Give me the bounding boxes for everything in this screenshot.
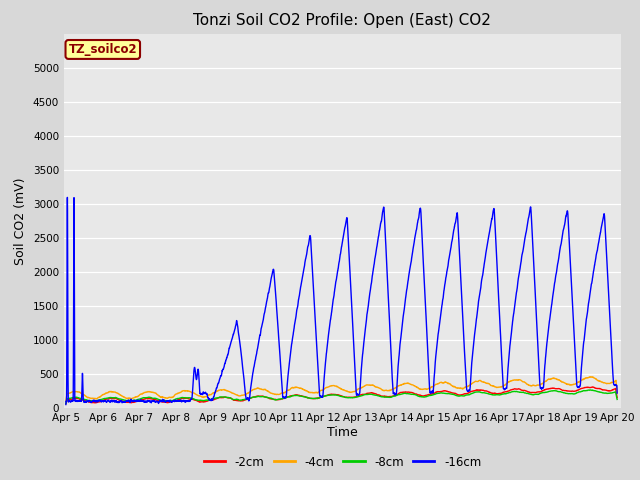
Y-axis label: Soil CO2 (mV): Soil CO2 (mV) [14, 177, 28, 264]
X-axis label: Time: Time [327, 426, 358, 439]
Text: TZ_soilco2: TZ_soilco2 [68, 43, 137, 56]
Legend: -2cm, -4cm, -8cm, -16cm: -2cm, -4cm, -8cm, -16cm [199, 451, 486, 473]
Title: Tonzi Soil CO2 Profile: Open (East) CO2: Tonzi Soil CO2 Profile: Open (East) CO2 [193, 13, 492, 28]
